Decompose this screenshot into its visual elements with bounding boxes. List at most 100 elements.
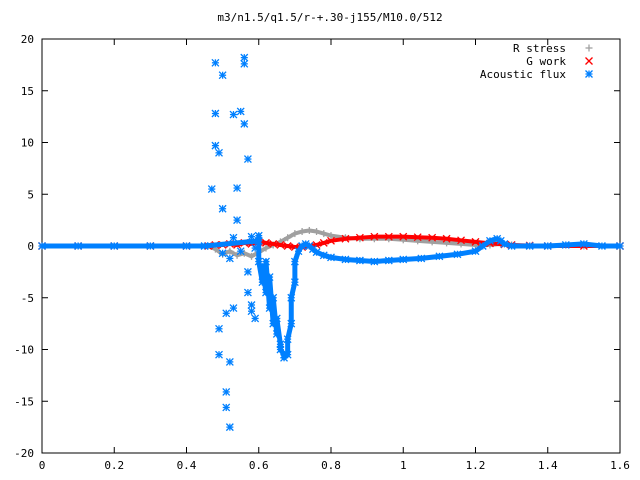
y-tick-label: -10 bbox=[14, 344, 34, 357]
data-point bbox=[248, 252, 256, 260]
data-point bbox=[74, 242, 83, 250]
data-point bbox=[471, 247, 480, 256]
data-point bbox=[457, 236, 466, 245]
data-point bbox=[305, 226, 313, 234]
data-point bbox=[327, 236, 335, 245]
y-tick-label: 20 bbox=[21, 33, 34, 46]
data-point bbox=[561, 241, 570, 249]
data-point bbox=[597, 242, 606, 250]
data-point bbox=[110, 242, 119, 250]
data-point bbox=[225, 254, 234, 263]
y-tick-label: -15 bbox=[14, 395, 34, 408]
data-point bbox=[327, 232, 335, 240]
data-point bbox=[215, 148, 223, 157]
legend-label: G work bbox=[526, 55, 566, 68]
data-point bbox=[215, 324, 223, 333]
data-point bbox=[399, 232, 408, 241]
data-point bbox=[251, 314, 260, 323]
data-point bbox=[384, 256, 393, 265]
data-point bbox=[507, 242, 516, 250]
data-point bbox=[222, 403, 231, 412]
data-point bbox=[236, 107, 245, 116]
data-point bbox=[146, 242, 155, 250]
data-point bbox=[262, 257, 270, 266]
data-point bbox=[287, 319, 296, 328]
x-tick-label: 0 bbox=[39, 459, 46, 472]
data-point bbox=[413, 233, 422, 242]
data-point bbox=[269, 239, 278, 248]
data-point bbox=[298, 228, 306, 236]
data-point bbox=[453, 250, 462, 259]
data-point bbox=[616, 242, 624, 250]
data-point bbox=[247, 307, 256, 316]
data-point bbox=[218, 249, 227, 258]
data-point bbox=[341, 234, 350, 243]
data-point bbox=[240, 53, 249, 62]
y-tick-label: 10 bbox=[21, 137, 34, 150]
data-point bbox=[211, 109, 220, 118]
legend-marker bbox=[585, 70, 593, 78]
y-tick-label: -20 bbox=[14, 447, 34, 460]
data-point bbox=[254, 231, 263, 240]
data-point bbox=[229, 233, 238, 242]
data-point bbox=[272, 330, 281, 338]
data-point bbox=[291, 230, 299, 238]
data-point bbox=[215, 350, 223, 359]
data-point bbox=[233, 216, 242, 225]
data-point bbox=[262, 238, 270, 247]
data-point bbox=[240, 119, 249, 128]
data-point bbox=[355, 256, 364, 265]
data-point bbox=[327, 253, 335, 262]
x-tick-label: 1.6 bbox=[610, 459, 630, 472]
data-point bbox=[258, 262, 267, 271]
data-point bbox=[370, 232, 379, 241]
data-point bbox=[269, 293, 278, 302]
data-point bbox=[243, 155, 252, 164]
data-point bbox=[313, 228, 321, 236]
data-point bbox=[225, 357, 234, 366]
data-point bbox=[262, 244, 270, 252]
data-point bbox=[417, 254, 426, 263]
chart-title: m3/n1.5/q1.5/r-+.30-j155/M10.0/512 bbox=[217, 11, 442, 24]
data-point bbox=[442, 234, 451, 243]
series-acoustic-flux bbox=[38, 53, 624, 432]
data-point bbox=[294, 247, 303, 256]
legend-marker bbox=[585, 57, 593, 65]
data-point bbox=[478, 242, 487, 250]
data-point bbox=[222, 309, 231, 318]
data-point bbox=[254, 257, 263, 266]
data-point bbox=[312, 248, 321, 257]
data-point bbox=[247, 232, 256, 241]
data-marks bbox=[38, 53, 624, 432]
data-point bbox=[229, 110, 238, 119]
data-point bbox=[211, 141, 220, 150]
data-point bbox=[265, 304, 274, 313]
x-tick-label: 0.6 bbox=[249, 459, 269, 472]
data-point bbox=[543, 242, 552, 250]
data-point bbox=[384, 232, 393, 241]
data-point bbox=[435, 252, 444, 261]
data-point bbox=[211, 58, 220, 67]
data-point bbox=[218, 204, 227, 213]
data-point bbox=[258, 278, 267, 287]
data-point bbox=[355, 233, 364, 242]
data-point bbox=[182, 242, 191, 250]
data-point bbox=[319, 238, 328, 247]
x-tick-label: 0.8 bbox=[321, 459, 341, 472]
legend-label: Acoustic flux bbox=[480, 68, 566, 81]
data-point bbox=[399, 255, 408, 264]
data-point bbox=[240, 59, 249, 68]
data-point bbox=[276, 241, 285, 249]
x-tick-label: 1 bbox=[400, 459, 407, 472]
data-point bbox=[319, 251, 328, 260]
data-point bbox=[233, 184, 242, 192]
data-point bbox=[284, 234, 292, 242]
data-point bbox=[525, 242, 534, 250]
data-point bbox=[290, 278, 299, 287]
x-tick-label: 1.4 bbox=[538, 459, 558, 472]
series-band bbox=[42, 233, 620, 361]
y-tick-label: 15 bbox=[21, 85, 34, 98]
data-point bbox=[247, 301, 256, 309]
data-point bbox=[370, 257, 379, 266]
